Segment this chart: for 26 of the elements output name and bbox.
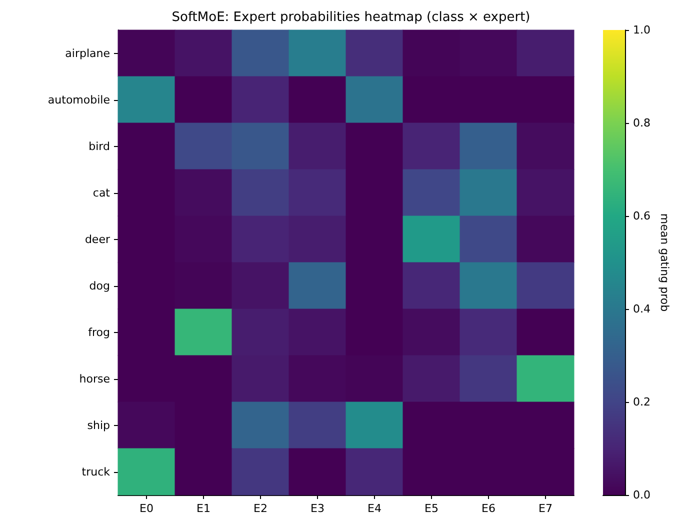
y-tick-label: ship: [87, 418, 110, 432]
y-tick-label: deer: [84, 232, 110, 246]
x-tick-label: E7: [538, 502, 552, 515]
color-bar-label: 0.8: [633, 116, 650, 130]
color-bar-label: 0.4: [633, 302, 650, 316]
x-tick-label: E3: [310, 502, 324, 515]
color-bar-label: 0.0: [633, 488, 650, 502]
chart-title: SoftMoE: Expert probabilities heatmap (class × expert): [172, 10, 530, 25]
color-bar-label: 1.0: [633, 24, 650, 36]
y-tick-label: bird: [88, 140, 110, 153]
x-tick-label: E6: [482, 502, 496, 515]
x-tick-label: E0: [140, 502, 154, 515]
color-bar-label: 0.6: [633, 210, 650, 222]
y-tick-label: airplane: [65, 46, 110, 60]
y-tick-label: frog: [88, 326, 110, 339]
x-tick-label: E4: [368, 502, 382, 515]
color-bar-title: mean gating prob: [658, 213, 671, 312]
x-tick-label: E1: [196, 502, 210, 515]
x-tick-label: E2: [254, 502, 268, 515]
y-tick-label: dog: [89, 279, 110, 292]
y-tick-label: truck: [82, 465, 111, 478]
y-tick-label: cat: [92, 186, 111, 200]
y-tick-label: horse: [79, 372, 110, 386]
color-bar-label: 0.2: [633, 396, 650, 408]
x-tick-label: E5: [424, 502, 438, 515]
y-tick-label: automobile: [48, 93, 110, 106]
